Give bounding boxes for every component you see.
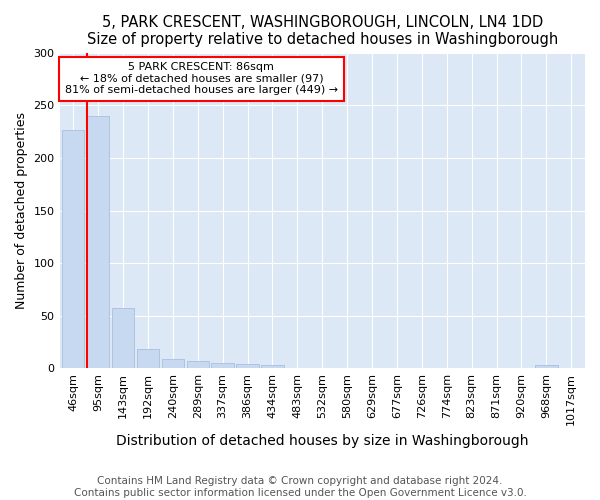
Text: 5 PARK CRESCENT: 86sqm
← 18% of detached houses are smaller (97)
81% of semi-det: 5 PARK CRESCENT: 86sqm ← 18% of detached… bbox=[65, 62, 338, 96]
Bar bbox=[535, 366, 557, 368]
Bar bbox=[261, 366, 284, 368]
Y-axis label: Number of detached properties: Number of detached properties bbox=[15, 112, 28, 309]
Text: Contains HM Land Registry data © Crown copyright and database right 2024.
Contai: Contains HM Land Registry data © Crown c… bbox=[74, 476, 526, 498]
Bar bbox=[211, 363, 234, 368]
Bar bbox=[62, 130, 85, 368]
Bar bbox=[112, 308, 134, 368]
Bar bbox=[87, 116, 109, 368]
Bar bbox=[161, 359, 184, 368]
Bar bbox=[137, 350, 159, 368]
Bar bbox=[236, 364, 259, 368]
Title: 5, PARK CRESCENT, WASHINGBOROUGH, LINCOLN, LN4 1DD
Size of property relative to : 5, PARK CRESCENT, WASHINGBOROUGH, LINCOL… bbox=[86, 15, 558, 48]
X-axis label: Distribution of detached houses by size in Washingborough: Distribution of detached houses by size … bbox=[116, 434, 529, 448]
Bar bbox=[187, 361, 209, 368]
